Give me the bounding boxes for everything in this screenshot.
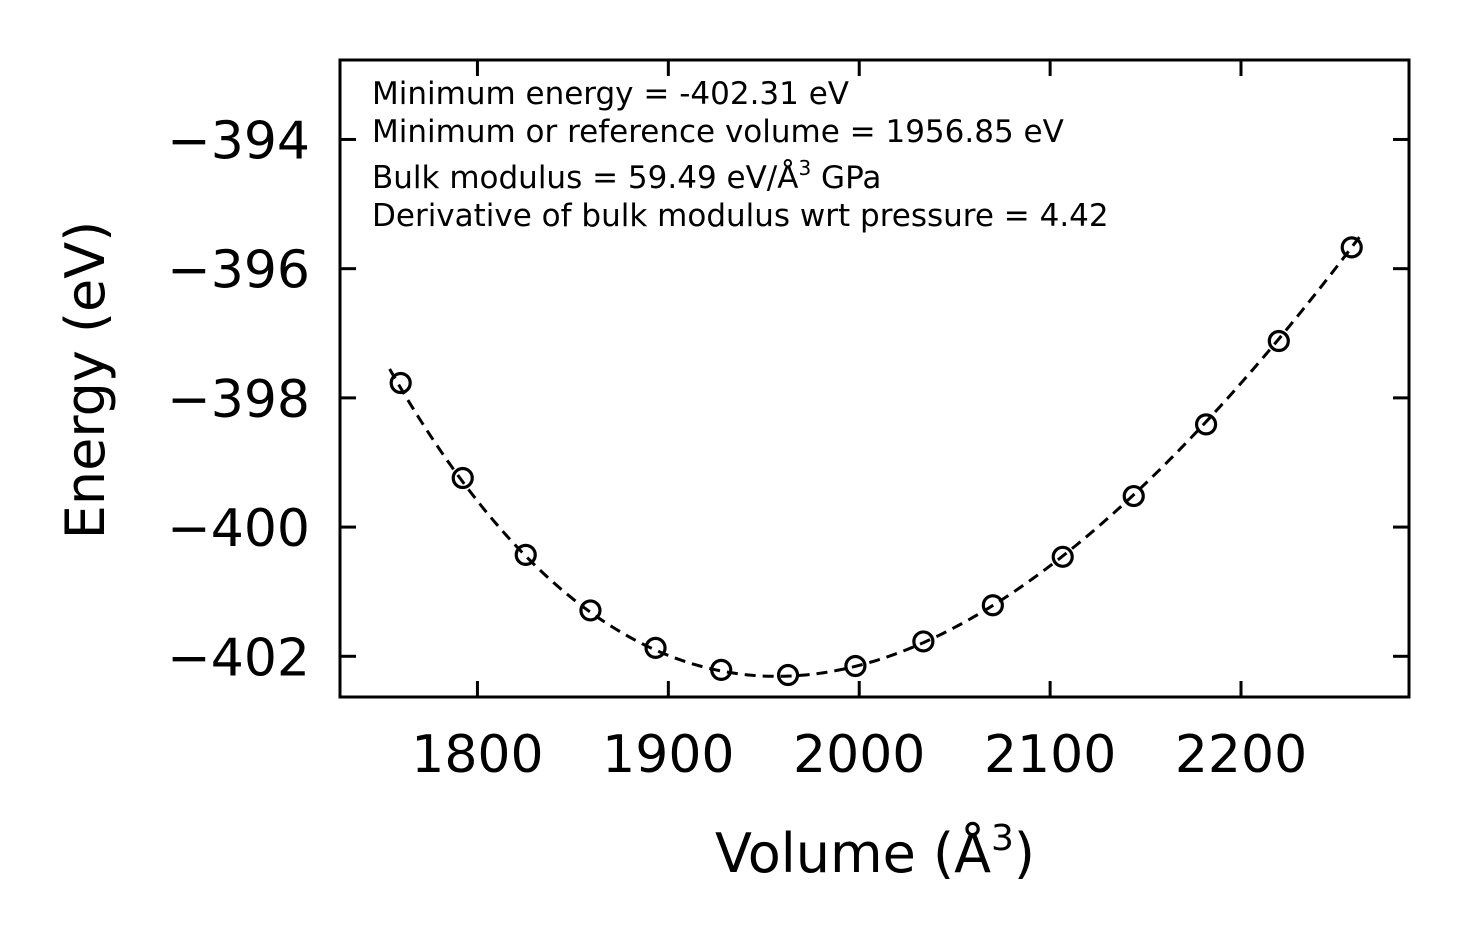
- data-point: [514, 543, 537, 566]
- data-point: [1267, 329, 1290, 353]
- data-point: [1194, 413, 1218, 436]
- data-point: [389, 371, 412, 395]
- plot-area: [388, 236, 1363, 687]
- y-tick-label: −398: [167, 370, 310, 430]
- annotation-ref-volume: Minimum or reference volume = 1956.85 eV: [372, 114, 1064, 150]
- y-tick-labels: −394 −396 −398 −400 −402: [167, 111, 310, 688]
- ticks-layer: [340, 60, 1409, 697]
- points-layer: [389, 236, 1363, 687]
- y-tick-label: −400: [167, 499, 310, 559]
- data-point: [776, 663, 800, 687]
- y-tick-label: −402: [167, 628, 310, 688]
- x-tick-label: 1900: [602, 725, 734, 785]
- x-axis-label-close: ): [1014, 822, 1035, 885]
- data-point: [644, 636, 667, 660]
- data-point: [844, 654, 867, 678]
- annotation-min-energy: Minimum energy = -402.31 eV: [372, 76, 849, 112]
- y-tick-label: −396: [167, 241, 310, 301]
- annotation-bprime: Derivative of bulk modulus wrt pressure …: [372, 198, 1109, 234]
- annotation-bulk-modulus-unit: GPa: [811, 160, 881, 196]
- plot-frame: [338, 58, 1411, 699]
- x-tick-label: 1800: [411, 725, 543, 785]
- data-point: [912, 630, 935, 653]
- annotation-bulk-modulus-sup: 3: [798, 156, 811, 180]
- data-point: [1340, 236, 1363, 259]
- y-tick-label: −394: [167, 111, 310, 171]
- x-tick-labels: 1800 1900 2000 2100 2200: [411, 725, 1307, 785]
- data-point: [710, 658, 733, 681]
- data-point: [981, 594, 1004, 617]
- x-tick-label: 2200: [1175, 725, 1307, 785]
- data-point: [451, 466, 474, 490]
- data-point: [1122, 484, 1145, 508]
- data-point: [579, 599, 602, 622]
- annotation-bulk-modulus-text: Bulk modulus = 59.49 eV/Å: [372, 160, 798, 196]
- annotation-bulk-modulus: Bulk modulus = 59.49 eV/Å3 GPa: [372, 156, 881, 196]
- x-axis-label-sup: 3: [991, 818, 1014, 859]
- x-tick-label: 2100: [984, 725, 1116, 785]
- data-point: [1051, 545, 1074, 568]
- annotation-box: Minimum energy = -402.31 eV Minimum or r…: [372, 76, 1109, 234]
- x-tick-label: 2000: [793, 725, 925, 785]
- x-axis-label-text: Volume (Å: [715, 821, 991, 885]
- x-axis-label: Volume (Å3): [715, 818, 1035, 885]
- y-axis-label: Energy (eV): [54, 221, 117, 540]
